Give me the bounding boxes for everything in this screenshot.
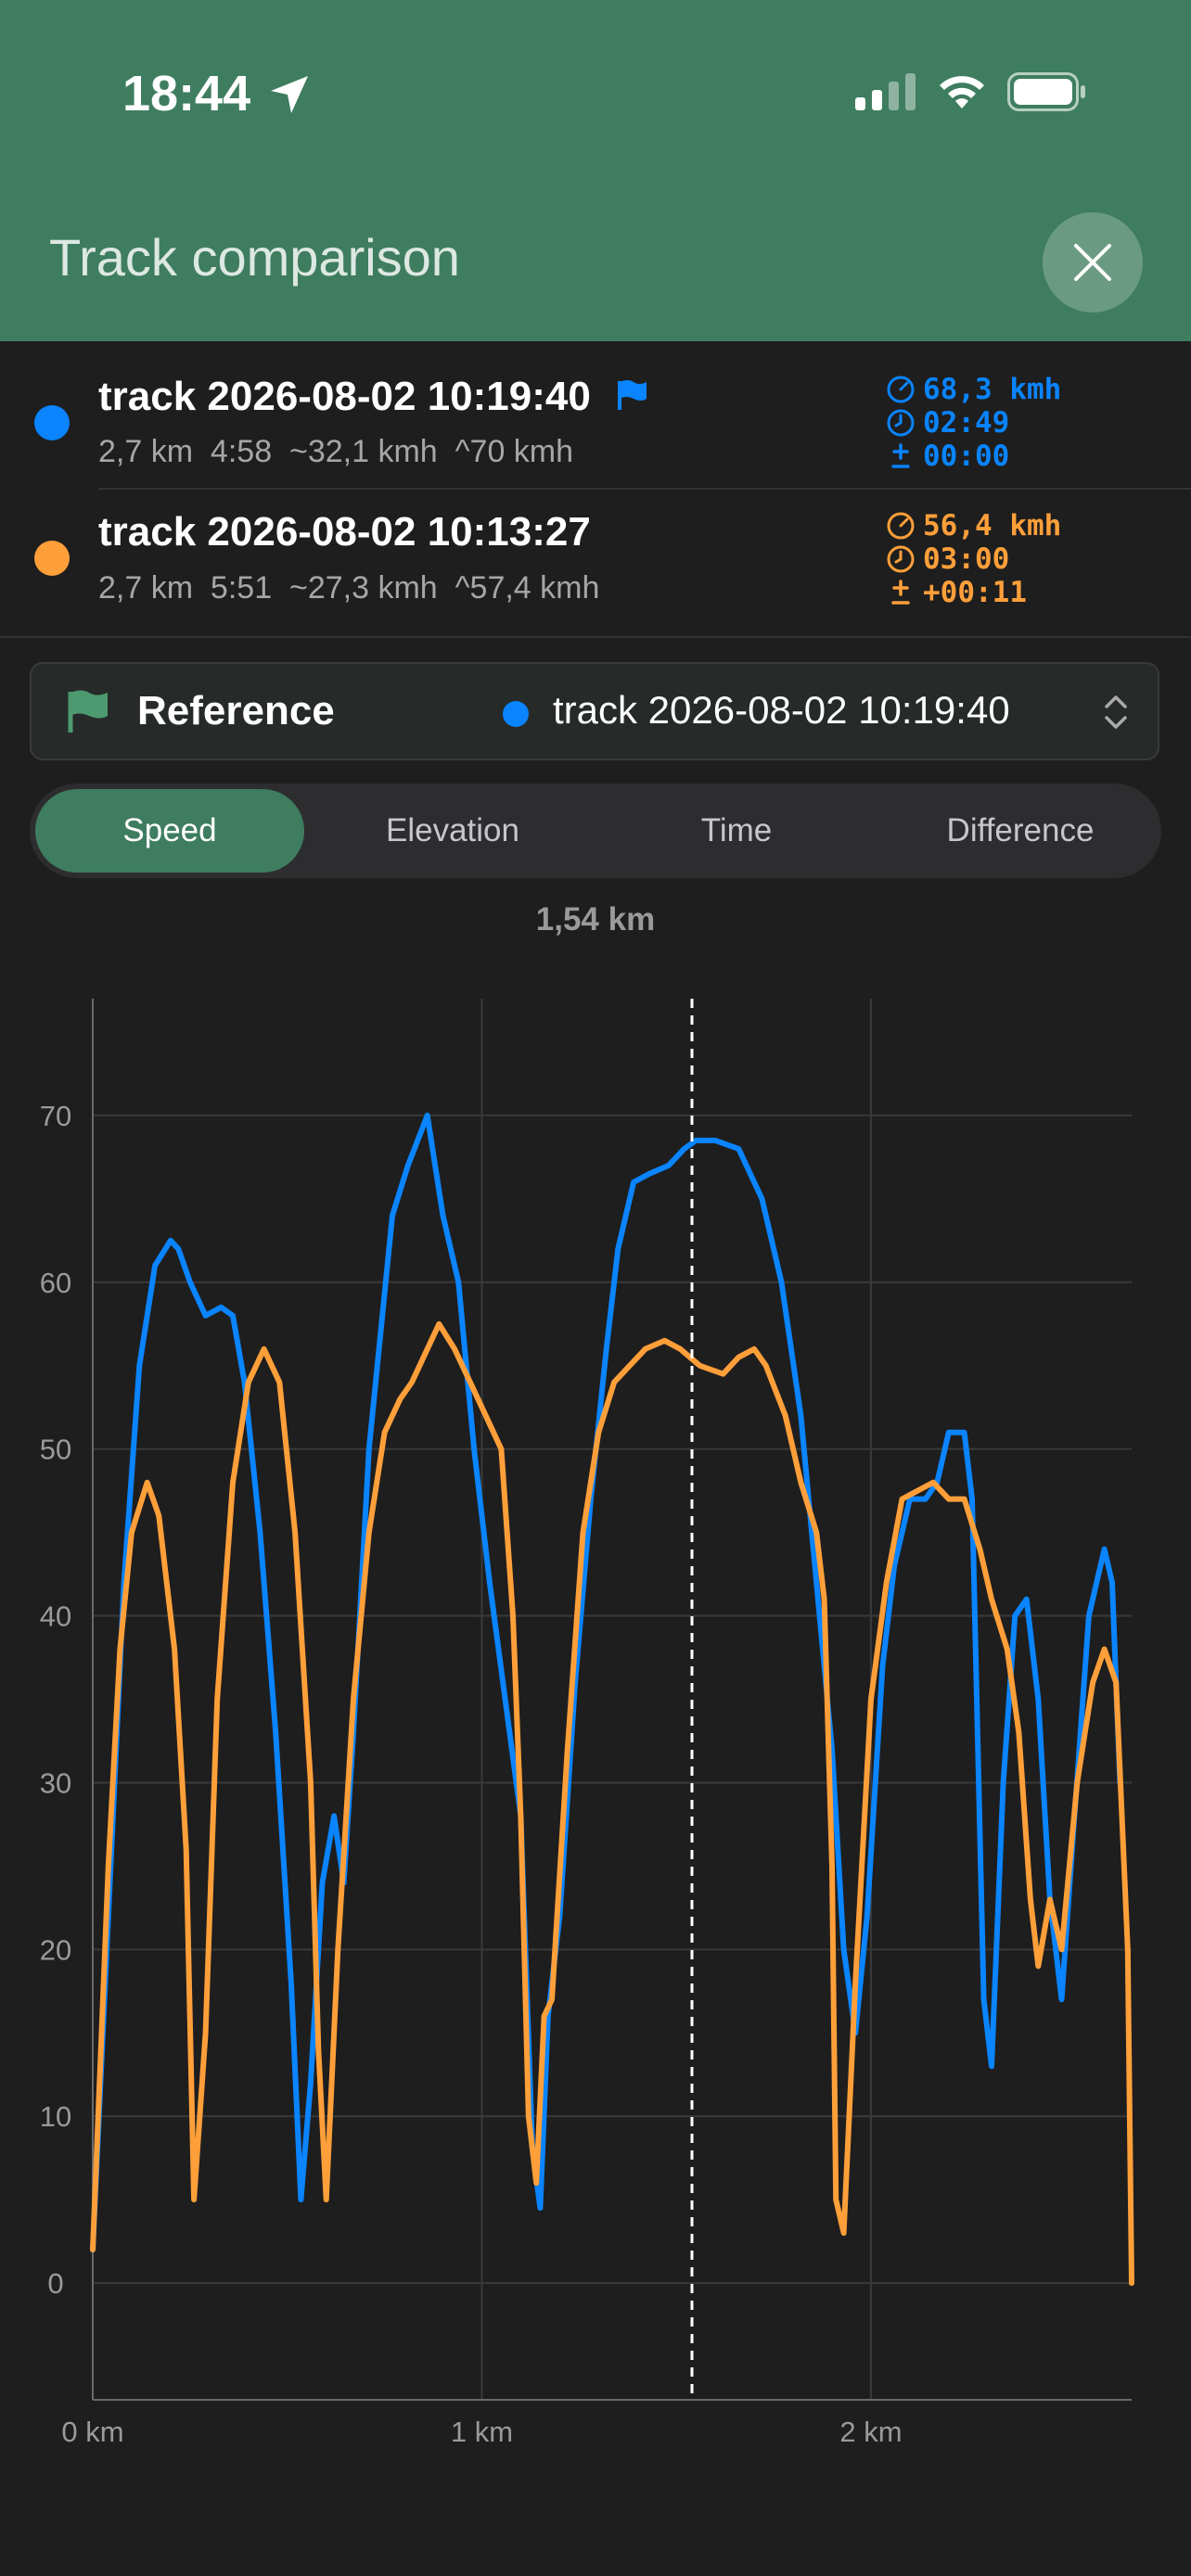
y-tick-label: 50 xyxy=(40,1434,71,1466)
track-color-dot xyxy=(34,405,70,440)
x-tick-label: 0 km xyxy=(61,2416,123,2448)
diff-stat: 00:00 xyxy=(886,440,1009,473)
speed-value: 68,3 kmh xyxy=(923,373,1062,406)
tab-difference[interactable]: Difference xyxy=(946,812,1095,848)
cellular-signal-icon xyxy=(855,73,916,110)
close-button[interactable] xyxy=(1043,212,1143,312)
x-tick-label: 1 km xyxy=(451,2416,513,2448)
plus-minus-icon xyxy=(891,580,910,605)
diff-value: +00:11 xyxy=(923,576,1027,609)
chevron-up-down-icon xyxy=(1105,695,1127,729)
plus-minus-icon xyxy=(891,443,910,468)
speedometer-icon xyxy=(887,376,915,403)
reference-color-dot xyxy=(503,701,529,727)
track-stats: 2,7 km 4:58 ~32,1 kmh ^70 kmh xyxy=(98,434,574,469)
track-name-text: track 2026-08-02 10:19:40 xyxy=(98,374,591,419)
y-tick-label: 60 xyxy=(40,1267,71,1299)
divider xyxy=(98,488,1191,490)
speed-chart[interactable]: 0 10 20 30 40 50 60 70 0 km 1 km 2 km xyxy=(0,964,1191,2448)
diff-stat: +00:11 xyxy=(886,576,1027,609)
track-color-dot xyxy=(34,541,70,576)
series-line-2 xyxy=(90,1320,1134,2287)
speedometer-icon xyxy=(887,512,915,540)
y-tick-label: 10 xyxy=(40,2100,71,2133)
status-icons xyxy=(855,72,1087,111)
speed-stat: 68,3 kmh xyxy=(886,373,1061,406)
divider xyxy=(0,636,1191,638)
tab-time[interactable]: Time xyxy=(700,812,773,848)
time-stat: 03:00 xyxy=(886,542,1009,576)
header: 18:44 Track comparison xyxy=(0,0,1191,341)
y-tick-label: 70 xyxy=(40,1100,71,1132)
close-icon xyxy=(1074,244,1111,281)
wifi-icon xyxy=(940,76,984,108)
series-line-1 xyxy=(90,1112,1123,2253)
tab-speed[interactable]: Speed xyxy=(35,789,304,873)
track-stats: 2,7 km 5:51 ~27,3 kmh ^57,4 kmh xyxy=(98,570,600,606)
cursor-position-label: 1,54 km xyxy=(535,901,656,937)
reference-selector[interactable]: Reference track 2026-08-02 10:19:40 xyxy=(30,662,1159,760)
reference-label: Reference xyxy=(137,688,335,733)
y-tick-label: 30 xyxy=(40,1766,71,1799)
y-tick-label: 20 xyxy=(40,1933,71,1966)
speed-stat: 56,4 kmh xyxy=(886,509,1061,542)
page-title: Track comparison xyxy=(49,228,460,287)
metric-tabs: Speed Elevation Time Difference xyxy=(30,784,1161,878)
x-tick-label: 2 km xyxy=(839,2416,902,2448)
y-tick-label: 40 xyxy=(40,1600,71,1633)
clock-icon xyxy=(887,545,915,573)
reference-value: track 2026-08-02 10:19:40 xyxy=(553,688,1010,732)
time-value: 03:00 xyxy=(923,542,1010,576)
tab-elevation[interactable]: Elevation xyxy=(386,812,519,848)
track-name: track 2026-08-02 10:19:40 xyxy=(98,374,648,420)
reference-flag-icon xyxy=(618,380,647,410)
track-row[interactable]: track 2026-08-02 10:13:27 2,7 km 5:51 ~2… xyxy=(0,478,1191,614)
battery-icon xyxy=(1007,72,1085,111)
location-arrow-icon xyxy=(271,76,308,113)
diff-value: 00:00 xyxy=(923,440,1010,473)
speed-value: 56,4 kmh xyxy=(923,509,1062,542)
flag-icon xyxy=(68,690,108,733)
track-name: track 2026-08-02 10:13:27 xyxy=(98,509,591,555)
y-tick-label: 0 xyxy=(47,2267,63,2300)
time-stat: 02:49 xyxy=(886,406,1009,440)
time-value: 02:49 xyxy=(923,406,1010,440)
clock-icon xyxy=(887,409,915,437)
status-time: 18:44 xyxy=(122,66,251,121)
track-row[interactable]: track 2026-08-02 10:19:40 2,7 km 4:58 ~3… xyxy=(0,341,1191,477)
